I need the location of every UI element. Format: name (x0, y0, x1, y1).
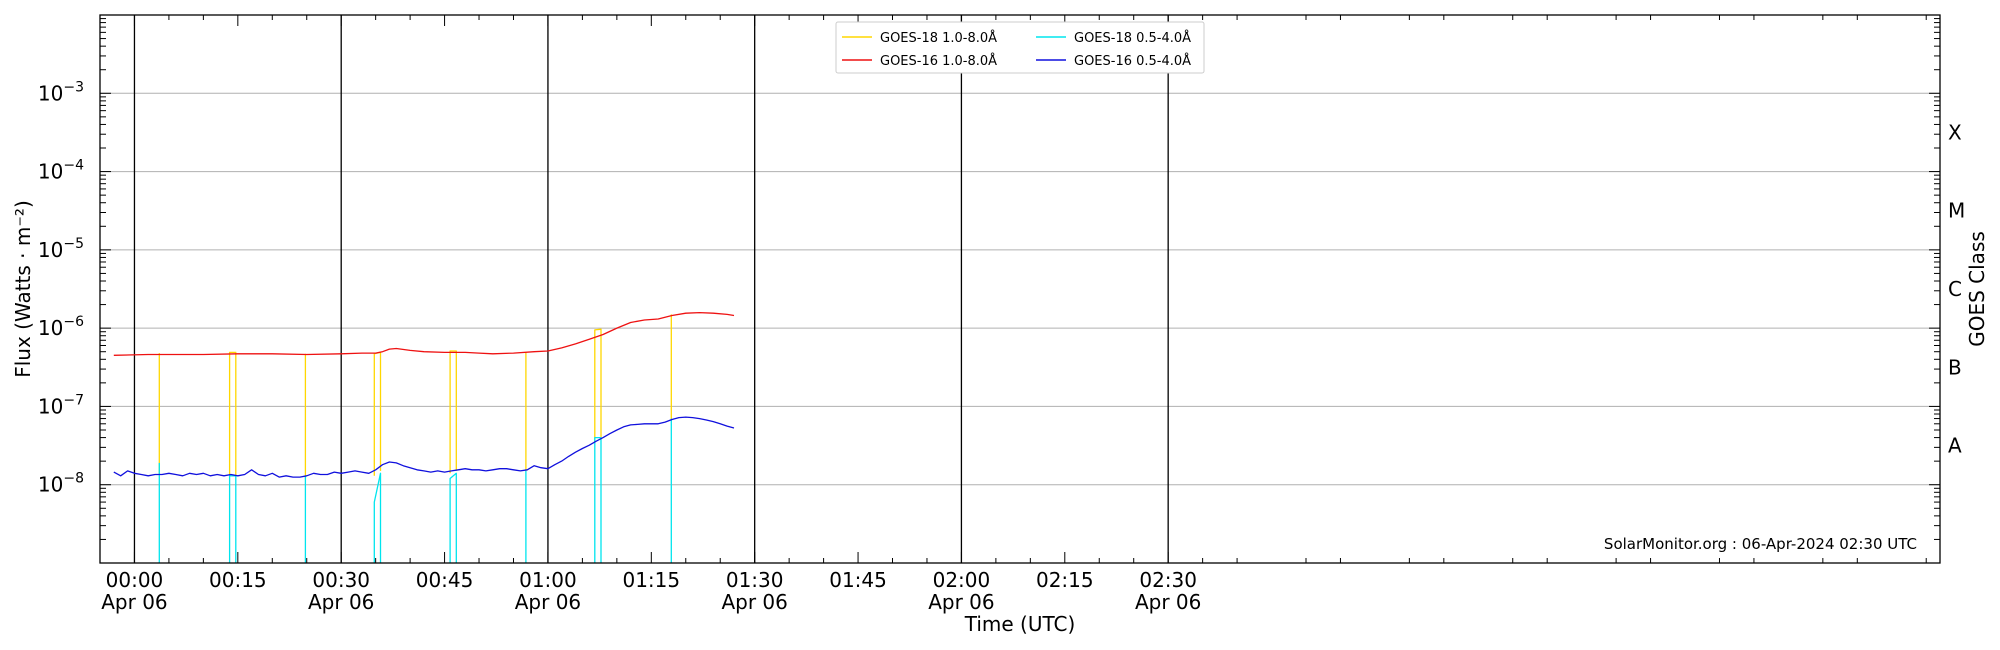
legend-label-goes16-long: GOES-16 1.0-8.0Å (880, 53, 997, 69)
y-tick-label: 10−5 (38, 236, 84, 262)
series-layer (113, 311, 735, 563)
credit-text: SolarMonitor.org : 06-Apr-2024 02:30 UTC (1604, 535, 1917, 553)
x-tick-time-label: 01:45 (829, 568, 887, 592)
goes-class-label: C (1948, 277, 1962, 301)
x-tick-time-label: 00:30 (312, 568, 370, 592)
x-axis-title: Time (UTC) (964, 612, 1076, 636)
y-tick-label: 10−3 (38, 79, 84, 105)
goes-class-label: A (1948, 434, 1962, 458)
y-tick-label: 10−8 (38, 471, 84, 497)
plot-background (100, 15, 1940, 563)
x-tick-time-label: 02:30 (1139, 568, 1197, 592)
series-line-0 (449, 350, 457, 474)
y-tick-label: 10−4 (38, 158, 84, 184)
y-tick-label: 10−7 (38, 392, 84, 418)
legend: GOES-18 1.0-8.0Å GOES-16 1.0-8.0Å GOES-1… (835, 21, 1205, 74)
series-line-0 (228, 351, 237, 476)
x-tick-time-label: 01:00 (519, 568, 577, 592)
y-tick-label: 10−6 (38, 314, 84, 340)
x-tick-time-label: 02:00 (933, 568, 991, 592)
x-tick-date-label: Apr 06 (928, 590, 994, 614)
goes-class-axis-title: GOES Class (1965, 231, 1989, 347)
goes-class-label: B (1948, 355, 1962, 379)
legend-label-goes18-short: GOES-18 0.5-4.0Å (1074, 30, 1191, 46)
series-line-2 (449, 472, 457, 563)
plot-frame (99, 14, 1941, 564)
legend-label-goes18-long: GOES-18 1.0-8.0Å (880, 30, 997, 46)
x-tick-date-label: Apr 06 (101, 590, 167, 614)
legend-box (835, 21, 1205, 74)
x-tick-time-label: 02:15 (1036, 568, 1094, 592)
series-line-1 (113, 311, 735, 356)
series-line-3 (113, 416, 735, 478)
x-tick-date-label: Apr 06 (515, 590, 581, 614)
x-tick-date-label: Apr 06 (308, 590, 374, 614)
x-tick-time-label: 00:15 (209, 568, 267, 592)
x-tick-time-label: 00:00 (106, 568, 164, 592)
series-line-2 (373, 472, 382, 563)
grid-lines (100, 15, 1940, 563)
x-tick-date-label: Apr 06 (1135, 590, 1201, 614)
goes-class-label: X (1948, 120, 1962, 144)
x-tick-time-label: 01:30 (726, 568, 784, 592)
x-tick-date-label: Apr 06 (721, 590, 787, 614)
y-axis-title: Flux (Watts · m⁻²) (11, 200, 35, 378)
series-line-0 (594, 328, 602, 443)
x-tick-time-label: 00:45 (416, 568, 474, 592)
legend-label-goes16-short: GOES-16 0.5-4.0Å (1074, 53, 1191, 69)
x-tick-time-label: 01:15 (622, 568, 680, 592)
series-line-2 (594, 436, 602, 563)
goes-class-label: M (1948, 199, 1965, 223)
axis-ticks (99, 15, 1940, 564)
series-line-2 (228, 475, 237, 563)
